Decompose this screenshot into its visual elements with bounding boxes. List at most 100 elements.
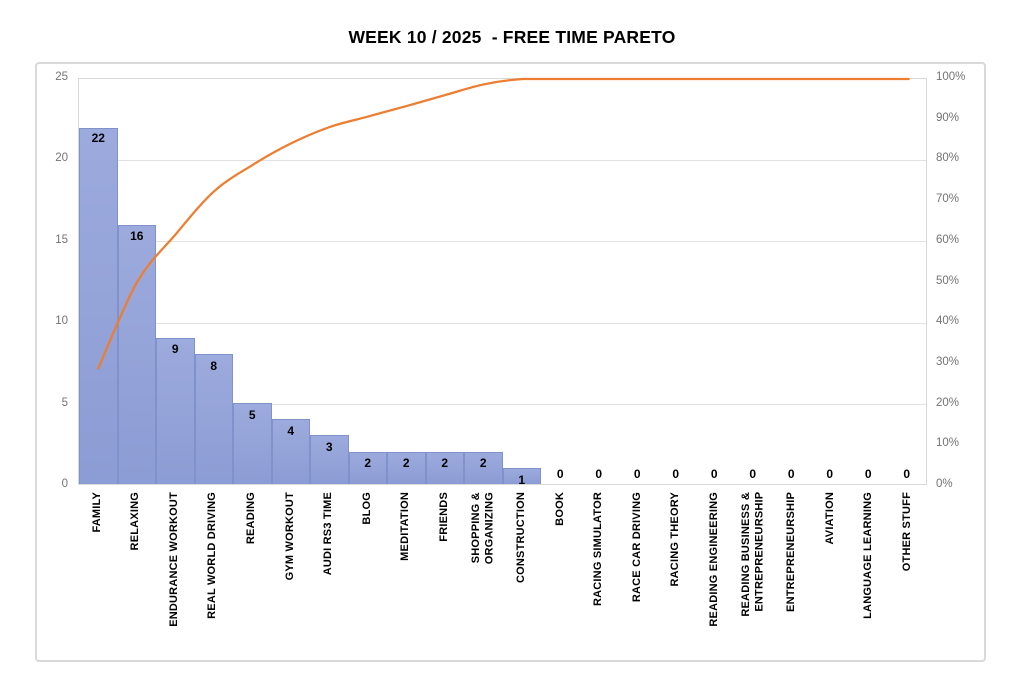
bar-value-label: 0 [556,467,564,481]
left-axis-tick-label: 5 [61,396,68,409]
category-cell: GYM WORKOUT [271,492,310,662]
bar-value-label: 2 [402,456,410,471]
bar-value-label: 22 [91,130,105,145]
bar [233,403,272,484]
category-cell: AVIATION [811,492,850,662]
left-axis-tick-label: 25 [55,71,68,83]
category-cell: RACE CAR DRIVING [618,492,657,662]
bar [117,224,156,484]
cumulative-line-path [97,77,910,370]
category-label: REAL WORLD DRIVING [206,492,219,619]
category-cell: READING [232,492,271,662]
category-label: RELAXING [129,492,142,551]
bar [79,127,118,484]
category-label: ENTREPRENEURSHIP [785,492,798,612]
bar [464,451,503,484]
bar-value-label: 2 [479,456,487,471]
bar-value-label: 2 [364,456,372,471]
bar [502,467,541,484]
category-label: FRIENDS [437,492,450,542]
category-cell: READING ENGINEERING [696,492,735,662]
bar-value-label: 0 [826,467,834,481]
category-label: RACING SIMULATOR [592,492,605,607]
bar [310,435,349,484]
category-label: READING [244,492,257,545]
bar-value-label: 9 [171,342,179,357]
category-label: SHOPPING & ORGANIZING [469,492,496,565]
category-label: OTHER STUFF [901,492,914,572]
category-cell: ENTREPRENEURSHIP [773,492,812,662]
left-axis-tick-label: 15 [55,233,68,246]
category-cell: AUDI RS3 TIME [310,492,349,662]
category-cell: BLOG [348,492,387,662]
category-cell: RACING SIMULATOR [580,492,619,662]
bar-value-label: 2 [441,456,449,471]
gridline [79,241,926,243]
bar-value-label: 0 [749,467,757,481]
chart-title: WEEK 10 / 2025 - FREE TIME PARETO [348,27,676,47]
category-label: AVIATION [823,492,836,545]
category-label: CONSTRUCTION [515,492,528,584]
category-label: FAMILY [90,492,103,533]
bar-value-label: 0 [787,467,795,481]
right-axis-tick-label: 100% [936,71,966,83]
right-axis-tick-label: 0% [936,478,953,490]
left-axis-tick-label: 10 [55,315,68,328]
bar [387,451,426,484]
bar-value-label: 0 [710,467,718,481]
left-axis-tick-label: 0 [61,478,68,490]
bar-value-label: 0 [864,467,872,481]
category-cell: READING BUSINESS & ENTREPRENEURSHIP [734,492,773,662]
category-label: ENDURANCE WORKOUT [167,492,180,627]
bar-value-label: 0 [903,467,911,481]
bar [156,338,195,484]
category-cell: CONSTRUCTION [503,492,542,662]
bar [348,451,387,484]
category-cell: RACING THEORY [657,492,696,662]
category-label: READING ENGINEERING [708,492,721,627]
cumulative-line [97,77,910,370]
bar-value-label: 0 [633,467,641,481]
right-axis-tick-label: 40% [936,315,960,328]
category-label: LANGUAGE LEARNING [862,492,875,619]
right-axis-tick-label: 80% [936,152,960,165]
category-cell: LANGUAGE LEARNING [850,492,889,662]
category-cell: ENDURANCE WORKOUT [155,492,194,662]
category-label: GYM WORKOUT [283,492,296,581]
left-axis-tick-label: 20 [55,152,68,165]
right-axis-tick-label: 20% [936,396,960,409]
plot-area: 22 16 9 8 5 4 3 2 2 2 2 1 0 0 0 0 0 0 0 0 0 0 [78,77,927,487]
category-label: AUDI RS3 TIME [322,492,335,576]
bar-value-label: 8 [210,358,218,373]
bar-value-label: 0 [672,467,680,481]
bar-value-label: 4 [287,423,295,438]
category-label: READING BUSINESS & ENTREPRENEURSHIP [739,492,766,617]
category-label: MEDITATION [399,492,412,561]
right-axis-tick-label: 60% [936,233,960,246]
bar-value-label: 0 [595,467,603,481]
category-cell: REAL WORLD DRIVING [194,492,233,662]
category-label: RACING THEORY [669,492,682,587]
bar [194,354,233,484]
gridline [79,159,926,161]
bar-value-label: 1 [518,472,526,487]
category-cell: MEDITATION [387,492,426,662]
bar [271,419,310,484]
category-axis: FAMILY RELAXING ENDURANCE WORKOUT REAL WORL… [78,492,927,662]
category-label: BOOK [553,492,566,526]
right-axis-tick-label: 50% [936,274,960,287]
category-cell: SHOPPING & ORGANIZING [464,492,503,662]
gridline [79,322,926,324]
gridline [79,404,926,406]
category-label: RACE CAR DRIVING [630,492,643,603]
category-label: BLOG [360,492,373,525]
category-cell: FRIENDS [425,492,464,662]
category-cell: RELAXING [117,492,156,662]
bar-value-label: 5 [248,407,256,422]
category-cell: OTHER STUFF [888,492,927,662]
bar [425,451,464,484]
category-cell: BOOK [541,492,580,662]
right-axis-tick-label: 70% [936,193,960,206]
right-axis-tick-label: 90% [936,111,960,124]
